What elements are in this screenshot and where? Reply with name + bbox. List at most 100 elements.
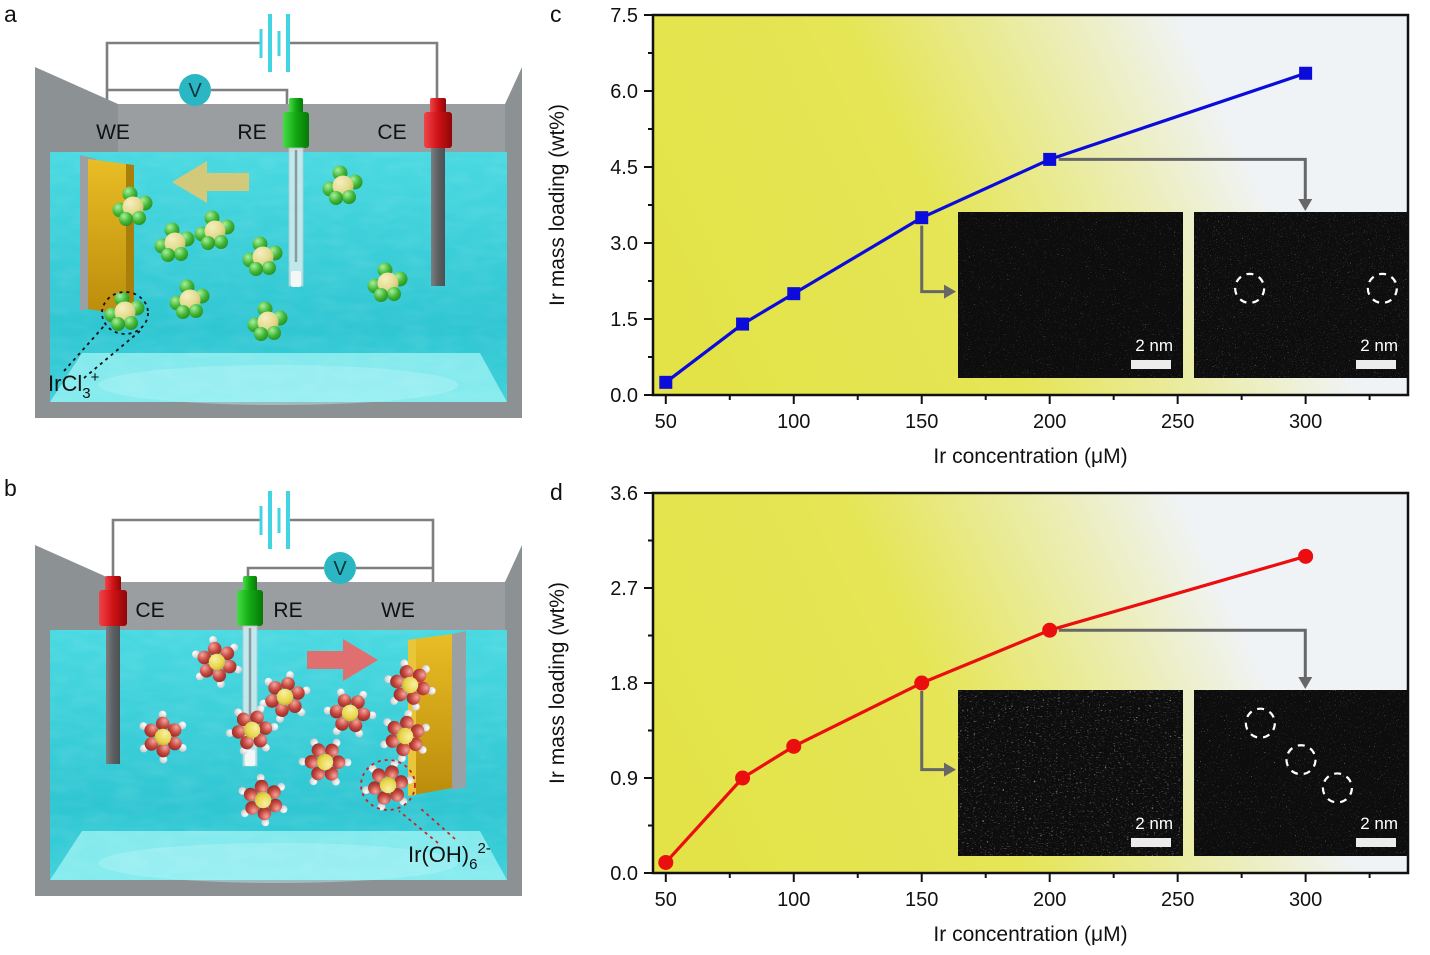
- y-tick-label: 0.0: [610, 385, 638, 407]
- x-tick-label: 50: [655, 411, 677, 433]
- label-we: WE: [96, 121, 130, 144]
- series-line: [664, 71, 1307, 384]
- x-tick-label: 200: [1033, 889, 1066, 911]
- series-line: [664, 554, 1307, 864]
- reference-electrode: [283, 98, 309, 287]
- iroh6-ion: [380, 709, 430, 763]
- species-label-iroh6: Ir(OH)62-: [408, 840, 491, 873]
- panel-b-illustration: V CE RE WE Ir(OH)62-: [35, 491, 522, 896]
- scale-bar: [1356, 360, 1396, 369]
- iroh6-ion: [259, 671, 311, 723]
- stem-image: [958, 212, 1183, 378]
- label-ce: CE: [135, 599, 164, 622]
- species-annotation: IrCl3+: [48, 291, 149, 402]
- x-tick-label: 250: [1161, 889, 1194, 911]
- ircl3-ion: [242, 236, 283, 276]
- stem-inset-right: 2 nm: [1194, 690, 1408, 856]
- iroh6-ion: [298, 738, 352, 786]
- ircl3-ion: [194, 210, 235, 250]
- iroh6-ion: [225, 705, 279, 755]
- scale-bar-label: 2 nm: [1135, 814, 1173, 833]
- voltmeter-label: V: [333, 558, 347, 580]
- data-point: [1299, 66, 1313, 80]
- connector-arrow-right: [1058, 157, 1313, 211]
- y-tick-label: 7.5: [610, 5, 638, 27]
- y-tick-label: 3.0: [610, 233, 638, 255]
- label-ce: CE: [377, 121, 406, 144]
- y-tick-label: 0.0: [610, 863, 638, 885]
- stem-inset-left: 2 nm: [958, 212, 1183, 378]
- chart-panel-c: 50 100 150 200 250 300 0.0 1.5 3.0 4.5 6.0 7.5 Ir co…: [540, 0, 1430, 477]
- data-point: [736, 317, 750, 331]
- battery-icon: [259, 14, 290, 72]
- iroh6-ion: [384, 659, 436, 711]
- x-tick-label: 150: [905, 889, 938, 911]
- connector-arrow-left: [920, 225, 956, 299]
- stem-inset-right: 2 nm: [1194, 212, 1408, 378]
- ircl3-ion: [169, 279, 210, 319]
- scale-bar-label: 2 nm: [1135, 336, 1173, 355]
- stem-image: [958, 690, 1183, 856]
- iroh6-ion: [191, 635, 243, 689]
- x-tick-label: 150: [905, 411, 938, 433]
- voltmeter-label: V: [188, 80, 202, 102]
- ircl3-ion: [247, 301, 288, 341]
- label-re: RE: [273, 599, 302, 622]
- counter-electrode: [99, 576, 127, 764]
- ircl3-ions: [104, 165, 408, 341]
- migration-arrow-left: [172, 161, 249, 203]
- data-point: [1043, 152, 1057, 166]
- panel-a-illustration: V WE RE CE IrCl3+: [35, 14, 522, 418]
- iroh6-ion: [323, 688, 377, 738]
- panel-c-letter: c: [550, 1, 562, 27]
- panel-b-letter: b: [4, 475, 17, 501]
- single-atom-circle: [1244, 707, 1276, 739]
- x-axis-title: Ir concentration (μM): [933, 923, 1127, 946]
- single-atom-circle: [1321, 772, 1353, 804]
- x-tick-label: 50: [655, 889, 677, 911]
- label-we: WE: [381, 599, 415, 622]
- x-axis-title: Ir concentration (μM): [933, 445, 1127, 468]
- data-point: [735, 770, 751, 786]
- species-label-ircl3: IrCl3+: [48, 369, 100, 402]
- species-base: Ir(OH): [408, 842, 469, 867]
- ircl3-ion: [322, 165, 363, 205]
- species-sup: 2-: [477, 840, 490, 857]
- chart-panel-d: 50 100 150 200 250 300 0.0 0.9 1.8 2.7 3.6 Ir conce…: [540, 478, 1430, 955]
- x-tick-label: 200: [1033, 411, 1066, 433]
- species-sub: 3: [82, 385, 90, 402]
- scale-bar: [1131, 838, 1171, 847]
- species-sub: 6: [469, 856, 477, 873]
- iroh6-ion: [238, 773, 288, 827]
- panel-a-letter: a: [4, 1, 17, 27]
- working-electrode-gold: [80, 155, 134, 317]
- y-tick-label: 0.9: [610, 768, 638, 790]
- y-tick-label: 4.5: [610, 157, 638, 179]
- connector-arrow-right: [1058, 628, 1313, 689]
- stem-image: [1194, 690, 1408, 856]
- x-tick-label: 250: [1161, 411, 1194, 433]
- iroh6-ion: [139, 710, 187, 764]
- species-annotation: Ir(OH)62-: [360, 759, 491, 873]
- data-point: [915, 211, 929, 225]
- data-point: [1298, 548, 1314, 564]
- connector-arrow-left: [920, 691, 956, 777]
- ircl3-ion: [367, 262, 408, 302]
- panel-d-letter: d: [550, 479, 563, 505]
- y-axis-title: Ir mass loading (wt%): [546, 104, 569, 306]
- stem-inset-left: 2 nm: [958, 690, 1183, 856]
- data-point: [787, 287, 801, 301]
- tank-rim: [118, 582, 505, 630]
- data-point: [658, 854, 674, 870]
- y-tick-label: 1.5: [610, 309, 638, 331]
- data-point: [1042, 622, 1058, 638]
- x-tick-label: 300: [1289, 411, 1322, 433]
- voltmeter: V: [324, 552, 356, 584]
- counter-electrode: [424, 98, 452, 286]
- scale-bar-label: 2 nm: [1360, 814, 1398, 833]
- scale-bar: [1131, 360, 1171, 369]
- scale-bar: [1356, 838, 1396, 847]
- ircl3-ion: [154, 222, 195, 262]
- stem-image: [1194, 212, 1408, 378]
